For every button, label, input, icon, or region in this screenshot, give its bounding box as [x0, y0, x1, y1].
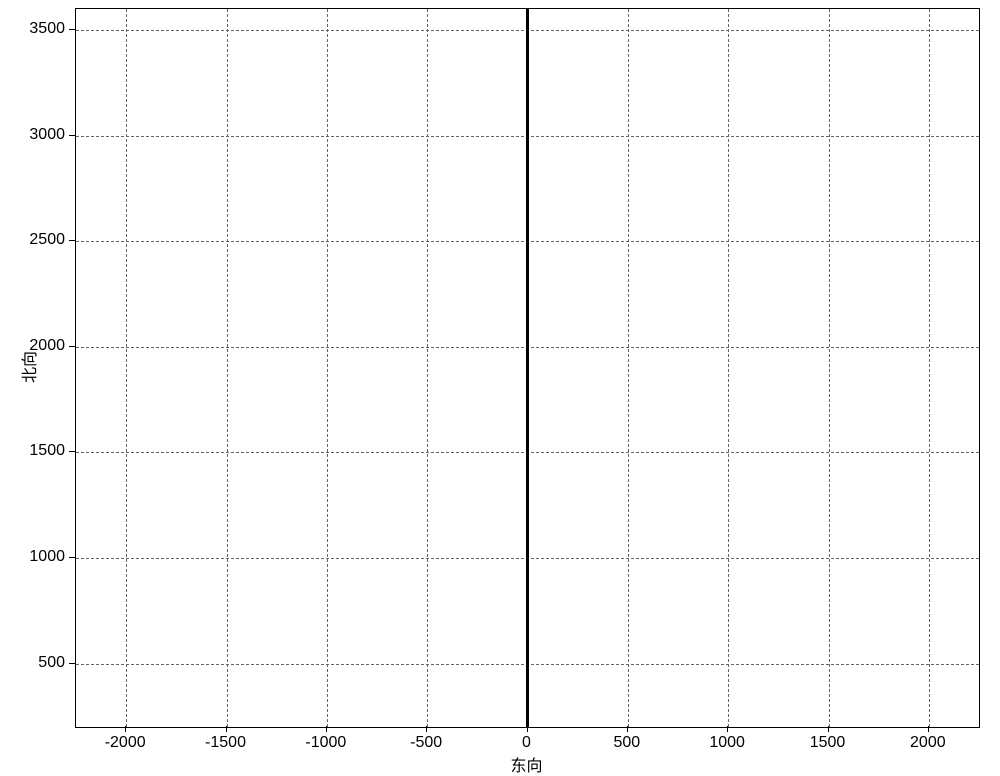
x-tick-label: 1000: [709, 734, 745, 752]
grid-line-vertical: [327, 9, 328, 727]
y-tick-label: 3000: [29, 126, 65, 144]
chart-container: 东向 北向 -2000 -1500 -1000 -500 0 500 1000 1500 200…: [0, 0, 1000, 775]
y-tick-label: 2500: [29, 231, 65, 249]
x-tick-mark: [727, 726, 728, 732]
x-axis-label: 东向: [510, 752, 542, 776]
y-tick-mark: [69, 557, 75, 558]
y-tick-mark: [69, 451, 75, 452]
grid-line-vertical: [929, 9, 930, 727]
x-tick-label: 500: [613, 734, 640, 752]
x-tick-label: 1500: [810, 734, 846, 752]
x-tick-label: -500: [410, 734, 442, 752]
x-tick-label: 0: [522, 734, 531, 752]
y-tick-mark: [69, 135, 75, 136]
x-tick-label: 2000: [910, 734, 946, 752]
grid-line-vertical: [628, 9, 629, 727]
x-tick-mark: [627, 726, 628, 732]
x-tick-mark: [326, 726, 327, 732]
x-tick-mark: [828, 726, 829, 732]
y-tick-label: 2000: [29, 337, 65, 355]
plot-area: [75, 8, 980, 728]
y-tick-label: 3500: [29, 20, 65, 38]
y-tick-mark: [69, 29, 75, 30]
y-tick-mark: [69, 346, 75, 347]
x-tick-label: -1000: [305, 734, 346, 752]
y-axis-label: 北向: [16, 351, 40, 383]
y-tick-label: 1500: [29, 442, 65, 460]
x-tick-mark: [928, 726, 929, 732]
y-tick-mark: [69, 240, 75, 241]
grid-line-vertical: [427, 9, 428, 727]
series-line: [526, 9, 529, 727]
x-tick-mark: [125, 726, 126, 732]
grid-line-vertical: [126, 9, 127, 727]
y-tick-mark: [69, 663, 75, 664]
grid-line-vertical: [728, 9, 729, 727]
grid-line-vertical: [829, 9, 830, 727]
x-tick-label: -1500: [205, 734, 246, 752]
y-tick-label: 1000: [29, 548, 65, 566]
grid-line-vertical: [227, 9, 228, 727]
x-tick-label: -2000: [105, 734, 146, 752]
x-tick-mark: [226, 726, 227, 732]
y-tick-label: 500: [38, 654, 65, 672]
x-tick-mark: [527, 726, 528, 732]
x-tick-mark: [426, 726, 427, 732]
